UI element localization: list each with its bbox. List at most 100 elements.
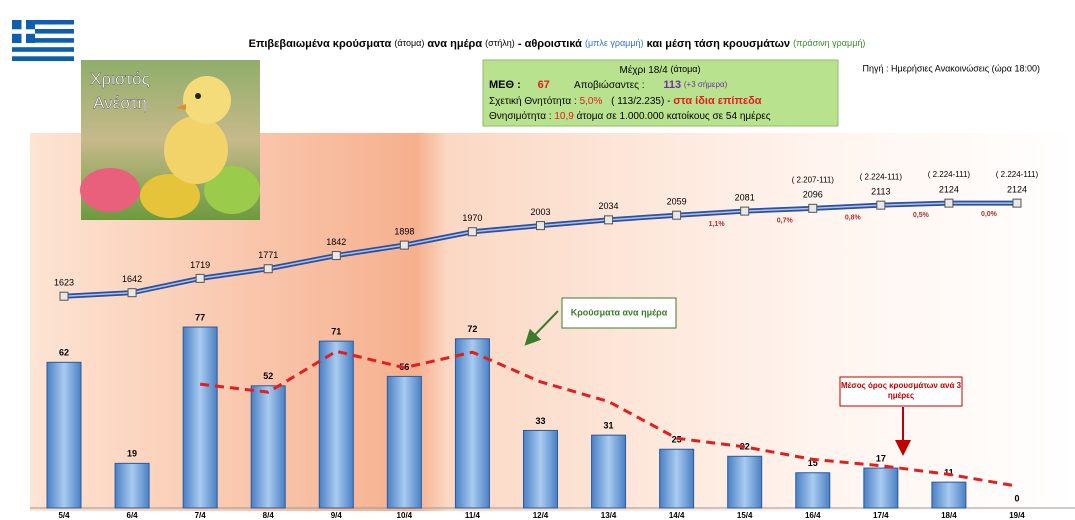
greek-flag [12,20,74,61]
title-part: και μέση τάση κρουσμάτων [647,38,790,50]
point-marker [604,215,614,225]
callout-text: Κρούσματα ανα ημέρα [571,307,668,317]
x-tick-label: 14/4 [669,511,685,520]
point-marker [467,227,477,237]
greeting-text: Χριστός [90,69,150,88]
easter-picture: Χριστός Ανέστη [80,60,260,220]
point-marker [944,198,954,208]
callout-box [839,376,963,407]
x-tick-label: 16/4 [805,511,821,520]
x-tick-label: 7/4 [195,511,207,520]
info-text: (άτομα) [670,64,700,74]
bar [795,472,831,509]
info-text: (+3 σήμερα) [684,80,728,89]
x-tick-label: 5/4 [58,511,70,520]
info-text: 5,0% [580,96,603,107]
x-tick-label: 9/4 [331,511,343,520]
growth-label: 0,0% [981,211,998,218]
info-text: 67 [538,79,550,91]
bar-value-label: 62 [59,348,69,358]
point-label: 2096 [803,190,823,200]
greeting-text: Ανέστη [93,93,147,112]
bar-value-label: 11 [944,468,954,478]
title-part: (στήλη) [485,38,515,48]
point-marker [535,221,545,231]
bar [114,462,150,509]
chart-title: Επιβεβαιωμένα κρούσματα (άτομα) ανα ημέρ… [249,38,866,50]
x-tick-label: 19/4 [1009,511,1025,520]
title-part: (άτομα) [394,38,424,48]
point-marker [876,200,886,210]
info-text: Σχετική Θνητότητα : [489,95,577,107]
x-tick-label: 12/4 [533,511,549,520]
bar [863,467,899,509]
bar-value-label: 19 [127,449,137,459]
info-text: 10,9 [554,111,574,122]
point-marker [399,240,409,250]
point-label: 1771 [258,250,278,260]
growth-label: 0,7% [777,218,794,225]
bracket-label: ( 2.224-111) [928,170,971,179]
info-box: Μέχρι 18/4 (άτομα) ΜΕΘ : 67 Αποβιώσαντες… [482,59,839,127]
point-marker [331,251,341,261]
bar-value-label: 31 [604,421,614,431]
bar [182,326,218,509]
point-label: 1623 [54,278,74,288]
bar [46,361,82,509]
info-text: ( 113/2.235) - [611,96,670,107]
bar-value-label: 72 [467,324,477,334]
point-label: 2034 [599,201,619,211]
callout-text: Μέσος όρος κρουσμάτων ανά 3 ημέρες [840,381,962,400]
title-part: (πράσινη γραμμή) [793,38,865,48]
callout-text-wrap: Μέσος όρος κρουσμάτων ανά 3 ημέρες [840,381,962,400]
bar-value-label: 71 [331,327,341,337]
point-label: 1898 [394,226,414,236]
point-marker [127,288,137,298]
point-marker [808,203,818,213]
x-tick-label: 8/4 [263,511,275,520]
info-text: 113 [663,79,681,91]
point-label: 2124 [1007,184,1027,194]
x-tick-label: 17/4 [873,511,889,520]
point-label: 1642 [122,274,142,284]
point-marker [59,291,69,301]
growth-label: 0,5% [913,212,930,219]
bar [931,481,967,509]
point-label: 2081 [735,192,755,202]
bar [454,338,490,509]
x-tick-label: 11/4 [465,511,481,520]
bar [659,448,695,509]
point-marker [195,273,205,283]
point-label: 2124 [939,184,959,194]
title-part: ανα ημέρα [427,38,482,50]
bar-value-label: 17 [876,453,886,463]
point-label: 2003 [530,207,550,217]
x-tick-label: 13/4 [601,511,617,520]
x-tick-label: 15/4 [737,511,753,520]
callout-daily: Κρούσματα ανα ημέρα [524,297,677,346]
growth-label: 0,8% [845,215,862,222]
bar [318,340,354,509]
growth-label: 1,1% [709,221,726,228]
bar-value-label: 33 [535,416,545,426]
bracket-label: ( 2.224-111) [860,172,903,181]
bar-value-label: 52 [263,371,273,381]
info-line: Σχετική Θνητότητα : 5,0% ( 113/2.235) - … [489,95,762,107]
title-part: (μπλε γραμμή) [585,38,644,48]
info-text: Μέχρι 18/4 [619,64,668,76]
info-text: άτομα σε 1.000.000 κατοίκους σε 54 ημέρε… [577,110,771,122]
callout-arrow [524,310,559,346]
info-heading: Μέχρι 18/4 (άτομα) [619,64,700,76]
info-line: Θνησιμότητα : 10,9 άτομα σε 1.000.000 κα… [489,110,771,122]
bar [727,455,763,509]
point-label: 2059 [667,197,687,207]
bar [386,375,422,509]
point-label: 2113 [871,187,890,197]
info-text: στα ίδια επίπεδα [673,95,762,107]
bar-value-label: 0 [1014,493,1019,503]
source: Πηγή : Ημερήσιες Ανακοινώσεις (ώρα 18:00… [863,63,1040,73]
x-tick-label: 10/4 [397,511,413,520]
info-text: Θνησιμότητα : [489,110,552,122]
point-label: 1970 [462,213,482,223]
